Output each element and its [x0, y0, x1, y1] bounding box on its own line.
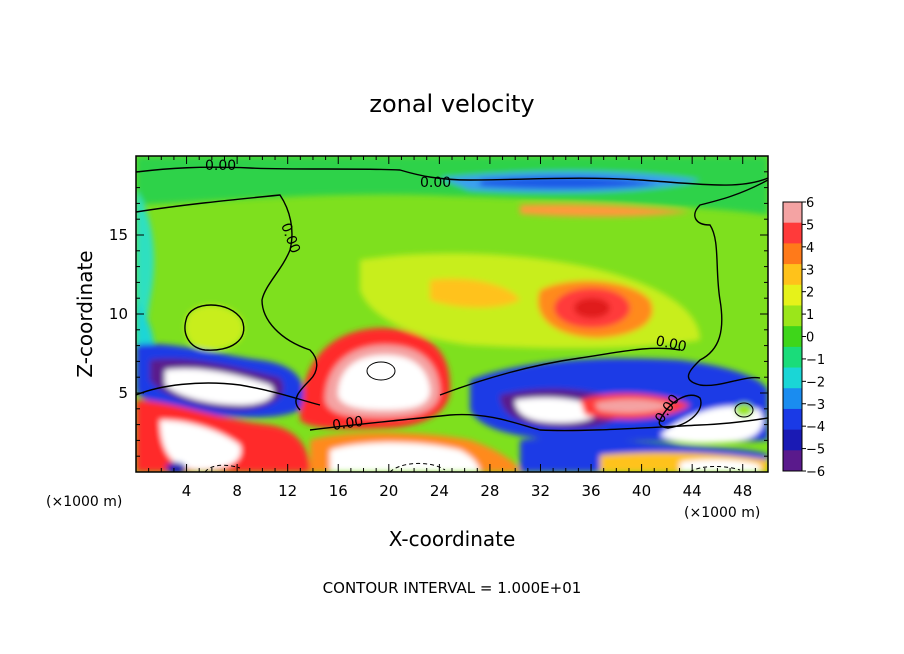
colorbar-swatch	[783, 202, 802, 224]
contour-top	[136, 166, 768, 186]
warm-bubble-core	[338, 355, 430, 410]
colorbar-tick-label: −3	[806, 398, 825, 413]
y-axis-tick-labels: 5 10 15	[109, 226, 128, 402]
low-pink-streak	[595, 399, 672, 414]
upper-green-band	[136, 156, 768, 215]
x-tick-label: 32	[531, 482, 550, 500]
colorbar-tick-label: 0	[806, 331, 814, 346]
colorbar-tick-label: −4	[806, 420, 825, 435]
colorbar-tick-label: 5	[806, 218, 814, 233]
x-tick-label: 24	[430, 482, 449, 500]
chart-title: zonal velocity	[369, 90, 534, 118]
x-tick-label: 8	[232, 482, 242, 500]
contour-low-band	[309, 413, 768, 432]
colorbar-tick-label: −2	[806, 375, 825, 390]
colorbar-tick-label: −1	[806, 353, 825, 368]
shaded-regions	[136, 156, 768, 472]
small-green-spot	[735, 403, 753, 417]
colorbar-tick-label: −5	[806, 443, 825, 458]
x-tick-label: 4	[182, 482, 192, 500]
colorbar-tick-label: 3	[806, 263, 814, 278]
x-tick-label: 12	[278, 482, 297, 500]
colorbar-tick-label: 4	[806, 241, 814, 256]
contour-bubble-core	[366, 361, 396, 381]
colorbar-swatch	[783, 284, 802, 306]
colorbar-tick-labels: 6 5 4 3 2 1 0 −1 −2 −3 −4 −5 −6	[806, 196, 825, 480]
red-jet-core-center	[574, 298, 610, 318]
small-blue-spot	[166, 462, 186, 472]
y-axis-label: Z-coordinate	[73, 250, 97, 377]
contour-dashed-bottom-left	[204, 464, 241, 472]
contour-lines	[136, 166, 768, 472]
x-tick-label: 36	[581, 482, 600, 500]
contour-interval-note: CONTOUR INTERVAL = 1.000E+01	[323, 579, 582, 597]
colorbar-swatch	[783, 326, 802, 348]
yellow-orange-area	[430, 278, 520, 308]
colorbar-tick-label: 1	[806, 308, 814, 323]
y-tick-label: 5	[118, 384, 128, 402]
bottom-white-mid	[330, 442, 480, 472]
x-tick-label: 20	[379, 482, 398, 500]
contour-label: 0.00	[331, 414, 364, 434]
low-white-left	[165, 368, 274, 405]
contour-dashed-bottom-mid	[389, 463, 446, 472]
contour-label: 0.00	[654, 333, 688, 355]
colorbar-tick-label: −6	[806, 465, 825, 480]
x-axis-tick-labels: 4 8 12 16 20 24 28 32 36 40 44 48	[182, 482, 752, 500]
colorbar-swatch	[783, 243, 802, 265]
colorbar-swatch	[783, 429, 802, 451]
y-tick-label: 15	[109, 226, 128, 244]
contour-right-loop	[658, 394, 702, 429]
colorbar-swatch	[783, 408, 802, 431]
bottom-white-left	[160, 420, 241, 470]
contour-label: 0.00	[420, 175, 451, 191]
x-axis-label: X-coordinate	[389, 527, 516, 551]
colorbar-tick-label: 2	[806, 286, 814, 301]
colorbar-swatch	[783, 305, 802, 327]
y-tick-label: 10	[109, 305, 128, 323]
orange-streak-upper	[520, 204, 690, 217]
x-axis-unit: (×1000 m)	[684, 505, 760, 521]
bottom-white-right	[680, 459, 760, 472]
contour-bottom	[136, 382, 321, 406]
x-tick-label: 28	[480, 482, 499, 500]
colorbar-swatch	[783, 367, 802, 389]
colorbar-swatch	[783, 346, 802, 369]
contour-label: 0.00	[205, 158, 236, 174]
colorbar-swatch	[783, 222, 802, 244]
x-axis-ticks	[148, 156, 756, 472]
x-tick-label: 40	[632, 482, 651, 500]
contour-green-spot	[734, 402, 754, 418]
contour-upper-green	[136, 194, 318, 411]
contour-right-upper	[687, 179, 768, 387]
plot-area: 0.00 0.00 0.00 0.00 0.00 0.00	[136, 156, 768, 472]
x-tick-label: 16	[329, 482, 348, 500]
colorbar	[782, 201, 806, 472]
colorbar-tick-label: 6	[806, 196, 814, 211]
left-yellow-bubble	[184, 305, 244, 351]
colorbar-swatch	[783, 450, 802, 472]
contour-left-bubble	[184, 304, 245, 351]
x-tick-label: 44	[683, 482, 702, 500]
colorbar-swatch	[783, 264, 802, 286]
low-white-mid	[515, 397, 600, 423]
colorbar-swatch	[783, 388, 802, 410]
y-axis-ticks	[136, 171, 768, 457]
x-tick-label: 48	[733, 482, 752, 500]
contour-jet-lower	[439, 347, 681, 396]
y-axis-unit: (×1000 m)	[46, 494, 122, 510]
contour-dashed-bottom-right	[689, 466, 741, 472]
